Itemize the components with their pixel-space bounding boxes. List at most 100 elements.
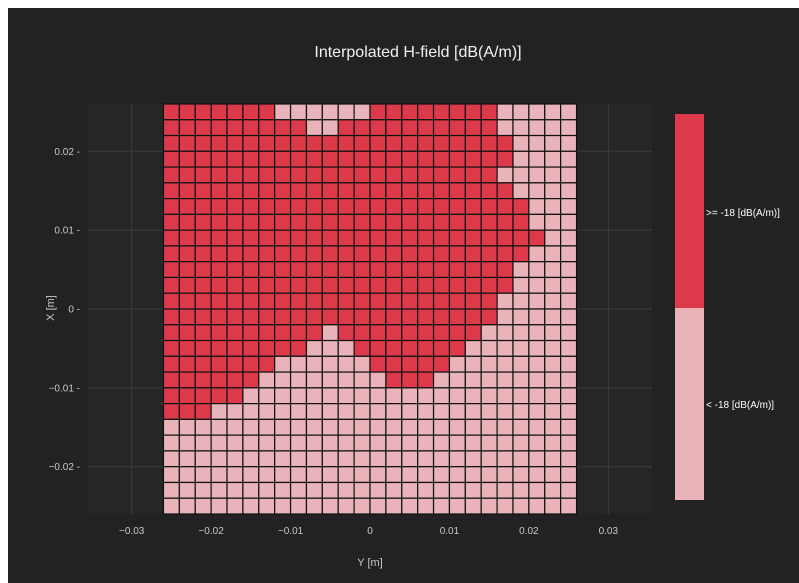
heatmap-cell-high [464, 261, 482, 279]
heatmap-cell-low [162, 481, 180, 499]
heatmap-cell-high [464, 182, 482, 200]
heatmap-cell-low [178, 466, 196, 484]
heatmap-cell-high [258, 355, 276, 373]
heatmap-cell-high [448, 339, 466, 357]
heatmap-cell-high [178, 134, 196, 152]
heatmap-cell-high [480, 166, 498, 184]
heatmap-cell-low [528, 434, 546, 452]
heatmap-cell-high [528, 229, 546, 247]
heatmap-cell-high [162, 324, 180, 342]
heatmap-cell-high [178, 213, 196, 231]
heatmap-cell-high [210, 103, 228, 121]
heatmap-cell-low [417, 497, 435, 515]
heatmap-cell-high [210, 229, 228, 247]
heatmap-cell-low [274, 371, 292, 389]
heatmap-cell-high [417, 339, 435, 357]
heatmap-cell-high [464, 245, 482, 263]
heatmap-cell-high [226, 371, 244, 389]
heatmap-cell-high [162, 371, 180, 389]
heatmap-cell-low [337, 434, 355, 452]
heatmap-cell-high [385, 245, 403, 263]
heatmap-cell-high [353, 245, 371, 263]
heatmap-cell-low [321, 434, 339, 452]
heatmap-cell-high [448, 261, 466, 279]
x-tick-label: 0 [367, 526, 373, 537]
heatmap-cell-low [289, 434, 308, 452]
heatmap-cell-low [369, 387, 387, 405]
heatmap-cell-low [162, 450, 180, 468]
heatmap-cell-high [432, 198, 451, 215]
heatmap-cell-low [528, 387, 546, 405]
heatmap-cell-high [274, 308, 292, 326]
heatmap-cell-high [226, 134, 244, 152]
heatmap-cell-high [417, 134, 435, 152]
heatmap-cell-low [337, 418, 355, 436]
heatmap-cell-low [385, 481, 403, 499]
heatmap-cell-high [496, 134, 514, 152]
heatmap-cell-high [321, 198, 339, 215]
x-tick-label: −0.03 [119, 526, 145, 537]
heatmap-cell-high [353, 213, 371, 231]
heatmap-cell-high [353, 276, 371, 294]
heatmap-cell-high [417, 150, 435, 168]
heatmap-cell-low [544, 466, 562, 484]
heatmap-cell-high [258, 292, 276, 310]
heatmap-cell-low [512, 150, 530, 168]
heatmap-cell-low [289, 497, 308, 515]
heatmap-cell-high [274, 213, 292, 231]
heatmap-cell-low [464, 497, 482, 515]
heatmap-cell-high [321, 213, 339, 231]
heatmap-cell-high [226, 339, 244, 357]
heatmap-cell-low [210, 466, 228, 484]
heatmap-cell-low [242, 403, 260, 420]
y-tick-label: 0.01 - [54, 226, 80, 237]
heatmap-cell-low [194, 418, 212, 436]
heatmap-cell-high [305, 213, 323, 231]
heatmap-cell-high [369, 182, 387, 200]
heatmap-cell-high [178, 371, 196, 389]
heatmap-cell-high [178, 166, 196, 184]
heatmap-cell-high [242, 213, 260, 231]
heatmap-cell-low [544, 292, 562, 310]
heatmap-cell-low [432, 481, 451, 499]
heatmap-cell-high [178, 292, 196, 310]
heatmap-cell-low [258, 481, 276, 499]
heatmap-cell-high [289, 276, 308, 294]
heatmap-cell-low [210, 418, 228, 436]
heatmap-cell-high [448, 292, 466, 310]
heatmap-cell-high [369, 198, 387, 215]
heatmap-cell-low [560, 450, 578, 468]
heatmap-cell-high [210, 355, 228, 373]
heatmap-cell-high [289, 324, 308, 342]
heatmap-cell-low [194, 434, 212, 452]
heatmap-cell-high [162, 261, 180, 279]
heatmap-cell-high [258, 213, 276, 231]
heatmap-cell-low [544, 166, 562, 184]
heatmap-cell-low [560, 355, 578, 373]
heatmap-cell-low [560, 276, 578, 294]
heatmap-cell-high [178, 245, 196, 263]
heatmap-cell-low [321, 418, 339, 436]
heatmap-cell-low [321, 450, 339, 468]
heatmap-cell-low [226, 418, 244, 436]
heatmap-cell-low [274, 497, 292, 515]
heatmap-cell-high [464, 134, 482, 152]
heatmap-cell-high [464, 292, 482, 310]
heatmap-cell-low [560, 119, 578, 137]
heatmap-cell-high [210, 150, 228, 168]
heatmap-cell-high [178, 119, 196, 137]
heatmap-cell-low [258, 434, 276, 452]
heatmap-cell-low [305, 450, 323, 468]
heatmap-cell-high [321, 261, 339, 279]
heatmap-cell-low [528, 481, 546, 499]
heatmap-cell-low [337, 403, 355, 420]
heatmap-cell-low [544, 371, 562, 389]
heatmap-cell-high [274, 324, 292, 342]
heatmap-cell-low [544, 229, 562, 247]
heatmap-cell-low [560, 308, 578, 326]
heatmap-cell-high [448, 308, 466, 326]
heatmap-cell-low [496, 166, 514, 184]
heatmap-chart: −0.03 −0.02 −0.01 0 0.01 0.02 0.03 0.02 - 0.01 … [45, 44, 780, 569]
heatmap-cell-high [353, 198, 371, 215]
heatmap-cell-low [369, 497, 387, 515]
